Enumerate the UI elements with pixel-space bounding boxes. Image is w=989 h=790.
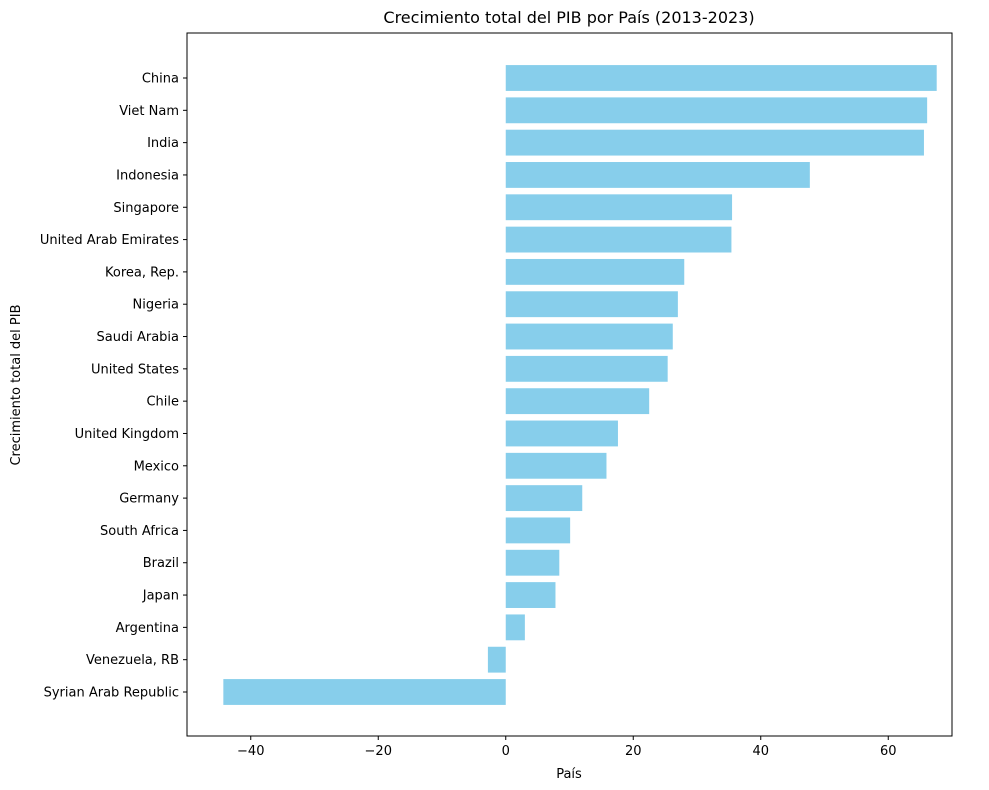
y-tick-label: United States (91, 362, 179, 377)
x-tick-label: 0 (502, 744, 510, 759)
y-tick-label: Chile (146, 395, 179, 410)
x-tick-label: 40 (752, 744, 769, 759)
y-axis-label: Crecimiento total del PIB (9, 304, 24, 465)
bar-mexico (505, 452, 607, 479)
bar-syrian-arab-republic (223, 679, 506, 705)
y-tick-label: China (142, 72, 179, 87)
y-tick-label: Mexico (134, 459, 179, 474)
y-tick-label: United Arab Emirates (40, 233, 179, 248)
y-tick-label: India (147, 136, 179, 151)
bar-brazil (505, 549, 560, 576)
y-tick-label: Singapore (113, 201, 179, 216)
x-tick-label: 60 (880, 744, 897, 759)
y-tick-label: United Kingdom (75, 427, 179, 442)
y-tick-label: Indonesia (116, 168, 179, 183)
y-tick-label: Nigeria (132, 298, 179, 313)
bar-united-arab-emirates (505, 226, 732, 253)
y-tick-label: South Africa (100, 524, 179, 539)
y-tick-label: Korea, Rep. (105, 265, 179, 280)
bar-chile (505, 388, 650, 415)
plot-frame (186, 32, 953, 737)
x-tick-label: −40 (237, 744, 264, 759)
bars-group (223, 65, 937, 705)
bar-viet-nam (505, 97, 928, 124)
bar-argentina (505, 614, 525, 641)
y-tick-label: Japan (142, 589, 179, 604)
y-tick-label: Brazil (143, 556, 179, 571)
bar-singapore (505, 194, 733, 221)
bar-indonesia (505, 162, 810, 188)
y-tick-label: Viet Nam (119, 104, 179, 119)
y-tick-label: Venezuela, RB (86, 653, 179, 668)
bar-india (505, 129, 924, 156)
chart-title: Crecimiento total del PIB por País (2013… (383, 8, 754, 27)
x-ticks: −40 −20 0 20 40 60 (237, 736, 897, 759)
y-tick-label: Syrian Arab Republic (44, 686, 179, 701)
bar-japan (505, 582, 556, 608)
bar-united-states (505, 355, 668, 382)
y-tick-label: Saudi Arabia (97, 330, 180, 345)
bar-korea-rep (505, 258, 685, 285)
bar-saudi-arabia (505, 323, 673, 350)
bar-nigeria (505, 291, 678, 318)
bar-united-kingdom (505, 420, 618, 447)
x-axis-label: País (556, 767, 582, 782)
x-tick-label: −20 (365, 744, 392, 759)
y-tick-label: Argentina (116, 621, 179, 636)
bar-south-africa (505, 517, 571, 544)
bar-germany (505, 485, 583, 512)
bar-venezuela-rb (487, 646, 506, 673)
bar-china (505, 65, 937, 91)
y-tick-labels: China Viet Nam India Indonesia Singapore Unit… (40, 72, 187, 701)
y-tick-label: Germany (119, 492, 179, 507)
x-tick-label: 20 (625, 744, 642, 759)
